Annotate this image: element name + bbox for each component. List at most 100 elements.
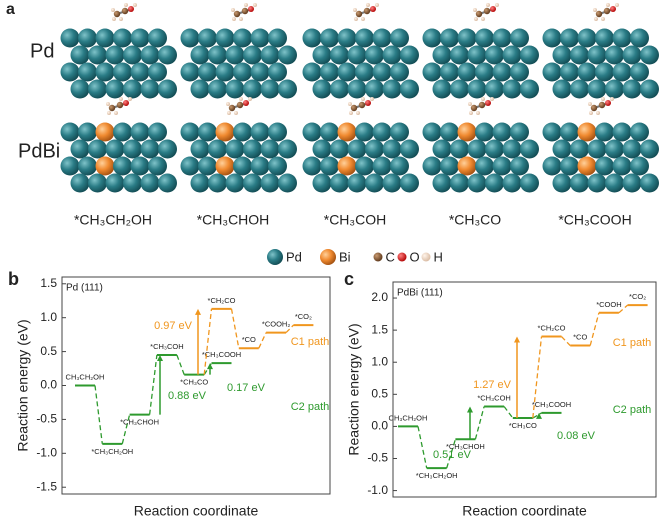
atom-pd (552, 173, 572, 193)
atom-pd (243, 139, 262, 159)
atom-pd (190, 79, 210, 99)
atom-pd (130, 62, 150, 82)
atom-c (233, 10, 241, 18)
atom-h (227, 111, 231, 115)
atom-pd (355, 28, 374, 48)
atom-pd (400, 173, 419, 193)
atom-pd (382, 45, 402, 65)
atom-c (470, 104, 478, 112)
atom-pd (225, 45, 245, 65)
atom-pd (312, 173, 332, 193)
atom-h (481, 97, 485, 101)
atom-pd (560, 28, 579, 48)
atom-pd (422, 28, 442, 48)
atom-pd (105, 45, 125, 65)
atom-pd (577, 28, 597, 48)
atom-pd (520, 45, 539, 65)
atom-pd (595, 156, 614, 176)
atom-h (495, 3, 499, 7)
atom-pd (215, 28, 235, 48)
atom-pd (640, 173, 659, 193)
atom-pd (570, 79, 589, 99)
atom-c (598, 101, 606, 109)
atom-pd (158, 79, 177, 99)
row-label: Pd (30, 40, 54, 62)
atom-pd (457, 62, 477, 82)
atom-o (128, 6, 134, 12)
atom-c (241, 7, 249, 15)
atom-h (588, 102, 592, 106)
level-label: *CH₃COH (477, 393, 510, 402)
atom-pd (233, 28, 252, 48)
atom-pd (570, 139, 589, 159)
atom-pd (560, 156, 579, 176)
legend-marker (267, 249, 283, 265)
atom-c (113, 10, 121, 18)
atom-pd (475, 156, 494, 176)
atom-pd (587, 173, 607, 193)
y-tick-label: 0.0 (371, 419, 388, 433)
atom-h (112, 17, 116, 21)
atom-pd (123, 45, 142, 65)
atom-pd (432, 173, 452, 193)
atom-h (353, 8, 357, 12)
atom-h (239, 97, 243, 101)
atom-h (226, 102, 230, 106)
atom-pd (250, 156, 270, 176)
atom-pd (140, 173, 160, 193)
atom-h (610, 97, 614, 101)
atom-pd (337, 28, 357, 48)
annotation: 0.88 eV (168, 390, 207, 402)
atom-h (361, 17, 365, 21)
atom-h (133, 3, 137, 7)
atom-pd (347, 139, 367, 159)
level-label: *CO₂ (629, 292, 646, 301)
atom-pd (70, 45, 90, 65)
level-label: *CO (242, 335, 256, 344)
atom-pd (365, 139, 384, 159)
connector (121, 414, 131, 444)
atom-c (228, 104, 236, 112)
atom-pd (208, 139, 227, 159)
atom-pd (595, 122, 614, 142)
atom-c (595, 10, 603, 18)
atom-h (589, 111, 593, 115)
atom-h (234, 111, 238, 115)
atom-pd (130, 28, 150, 48)
atom-pd (243, 45, 262, 65)
atom-pd (330, 79, 349, 99)
y-axis-label: Reaction energy (eV) (15, 319, 31, 451)
atom-pd (502, 173, 522, 193)
atom-pd (180, 156, 200, 176)
atom-pd (302, 62, 322, 82)
atom-pd (640, 45, 659, 65)
atom-pd (148, 156, 167, 176)
atom-c (483, 7, 491, 15)
y-tick-label: 0.5 (371, 386, 388, 400)
atom-pd (485, 173, 504, 193)
atom-pd (510, 122, 529, 142)
atom-pd (630, 62, 649, 82)
atom-o (123, 100, 129, 106)
atom-pd (612, 28, 632, 48)
atom-pd (587, 79, 607, 99)
atom-pd (422, 62, 442, 82)
atom-pd (70, 173, 90, 193)
connector (561, 336, 571, 346)
atom-pd (190, 45, 210, 65)
atom-pd (467, 139, 487, 159)
atom-pd (542, 156, 562, 176)
legend-label: C2 path (613, 404, 652, 416)
atom-o (248, 6, 254, 12)
atom-pd (113, 122, 132, 142)
panel-subtitle: PdBi (111) (397, 288, 443, 299)
atom-pd (612, 62, 632, 82)
atom-pd (105, 79, 125, 99)
atom-pd (208, 45, 227, 65)
atom-o (365, 100, 371, 106)
adsorbate-label: *CH₃CH₂OH (74, 212, 152, 228)
atom-pd (390, 122, 409, 142)
atom-pd (337, 62, 357, 82)
connector (532, 412, 542, 419)
atom-pd (302, 28, 322, 48)
